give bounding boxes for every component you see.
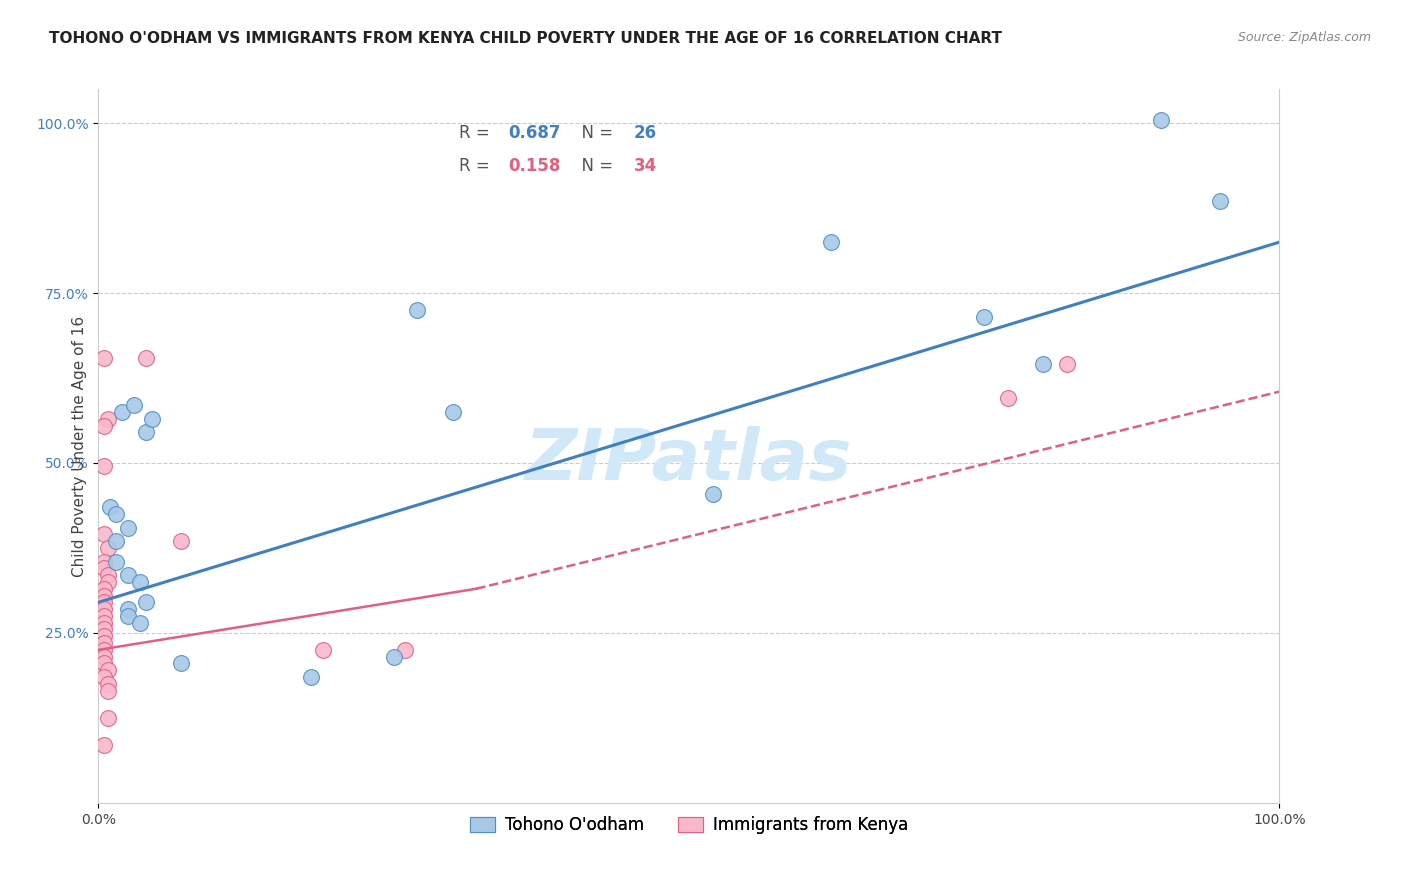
Point (1032, 358, 1054, 372)
Point (105, 507, 128, 521)
Point (97, 574, 120, 589)
Point (135, 425, 157, 440)
Text: R =: R = (458, 157, 495, 175)
Point (299, 670, 322, 684)
Point (441, 405, 464, 419)
Legend: Tohono O'odham, Immigrants from Kenya: Tohono O'odham, Immigrants from Kenya (464, 810, 914, 841)
Text: 0.158: 0.158 (508, 157, 561, 175)
Point (93, 555, 115, 569)
Point (122, 398, 145, 412)
Text: TOHONO O'ODHAM VS IMMIGRANTS FROM KENYA CHILD POVERTY UNDER THE AGE OF 16 CORREL: TOHONO O'ODHAM VS IMMIGRANTS FROM KENYA … (49, 31, 1002, 46)
Point (93, 615, 115, 630)
Text: 0.687: 0.687 (508, 125, 561, 143)
Point (1056, 358, 1078, 372)
Point (93, 738, 115, 752)
Point (93, 636, 115, 650)
Point (394, 643, 416, 657)
Point (382, 649, 405, 664)
Point (820, 235, 842, 249)
Point (93, 459, 115, 474)
Y-axis label: Child Poverty Under the Age of 16: Child Poverty Under the Age of 16 (72, 316, 87, 576)
Point (105, 555, 128, 569)
Point (135, 595, 157, 609)
Point (98, 500, 121, 515)
Point (406, 303, 429, 318)
Point (117, 568, 139, 582)
Point (93, 657, 115, 671)
Point (117, 520, 139, 534)
Point (93, 629, 115, 643)
Point (97, 683, 120, 698)
Point (170, 534, 193, 549)
Point (97, 568, 120, 582)
Point (170, 657, 193, 671)
Point (117, 608, 139, 623)
Point (702, 486, 724, 500)
Text: R =: R = (458, 125, 495, 143)
Point (93, 643, 115, 657)
Text: N =: N = (571, 157, 619, 175)
Point (997, 392, 1019, 406)
Point (93, 589, 115, 603)
Point (128, 615, 150, 630)
Point (97, 412, 120, 426)
Point (93, 670, 115, 684)
Point (93, 602, 115, 616)
Text: 34: 34 (634, 157, 657, 175)
Point (93, 561, 115, 575)
Point (97, 663, 120, 677)
Point (93, 608, 115, 623)
Point (1150, 112, 1173, 127)
Point (97, 677, 120, 691)
Point (105, 534, 128, 549)
Point (1209, 194, 1232, 209)
Text: N =: N = (571, 125, 619, 143)
Text: Source: ZipAtlas.com: Source: ZipAtlas.com (1237, 31, 1371, 45)
Point (128, 574, 150, 589)
Point (93, 351, 115, 365)
Point (135, 351, 157, 365)
Point (93, 527, 115, 541)
Point (973, 310, 995, 324)
Point (93, 623, 115, 637)
Point (93, 418, 115, 433)
Point (312, 643, 335, 657)
Point (97, 711, 120, 725)
Point (93, 582, 115, 596)
Text: 26: 26 (634, 125, 657, 143)
Point (117, 602, 139, 616)
Point (141, 412, 163, 426)
Point (93, 595, 115, 609)
Point (111, 405, 134, 419)
Point (97, 541, 120, 555)
Text: ZIPatlas: ZIPatlas (526, 425, 852, 495)
Point (93, 649, 115, 664)
